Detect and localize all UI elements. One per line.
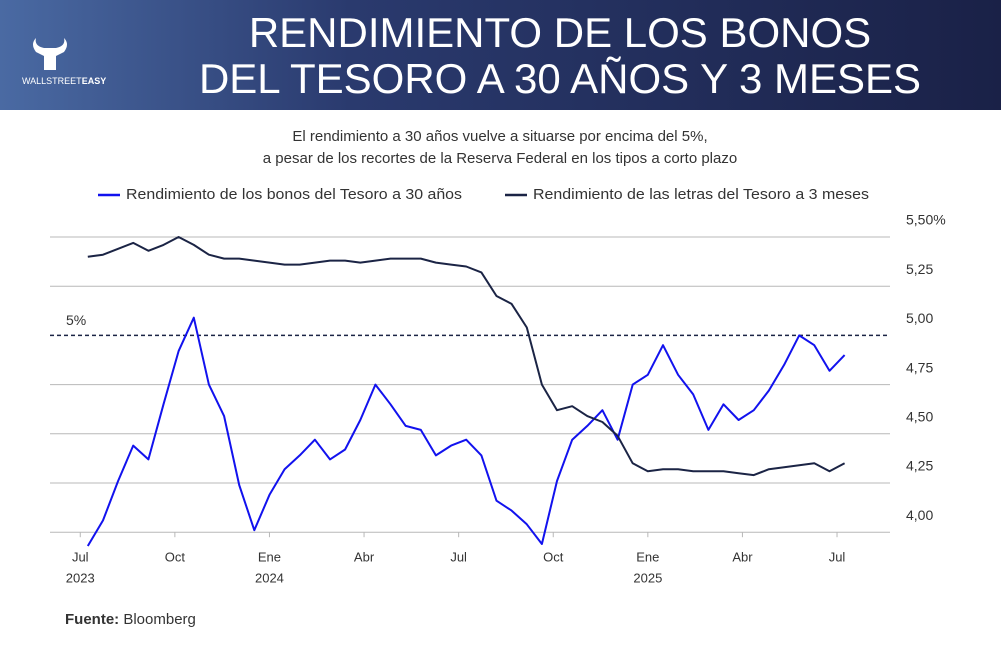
x-tick-label: Jul: [72, 549, 89, 564]
reference-label: 5%: [66, 312, 86, 328]
legend-label: Rendimiento de las letras del Tesoro a 3…: [533, 186, 869, 203]
x-tick-label: Oct: [165, 549, 186, 564]
y-tick-label: 5,25: [906, 261, 933, 277]
legend-label: Rendimiento de los bonos del Tesoro a 30…: [126, 186, 462, 203]
x-year-label: 2025: [633, 570, 662, 585]
y-tick-label: 4,25: [906, 458, 933, 474]
subtitle: a pesar de los recortes de la Reserva Fe…: [263, 150, 737, 167]
series-line: [87, 236, 846, 477]
source: Fuente: Bloomberg: [65, 611, 196, 628]
x-tick-label: Oct: [543, 549, 564, 564]
y-tick-label: 5,50%: [906, 212, 946, 228]
logo-text: WALLSTREETEASY: [22, 76, 106, 86]
y-tick-label: 4,00: [906, 507, 933, 523]
x-tick-label: Jul: [450, 549, 467, 564]
y-tick-label: 4,50: [906, 409, 933, 425]
x-tick-label: Abr: [732, 549, 753, 564]
subtitle: El rendimiento a 30 años vuelve a situar…: [292, 128, 707, 145]
x-year-label: 2024: [255, 570, 284, 585]
x-tick-label: Ene: [636, 549, 659, 564]
x-tick-label: Abr: [354, 549, 375, 564]
y-tick-label: 5,00: [906, 310, 933, 326]
series-line: [86, 316, 846, 547]
y-tick-label: 4,75: [906, 359, 933, 375]
x-year-label: 2023: [66, 570, 95, 585]
chart-title: DEL TESORO A 30 AÑOS Y 3 MESES: [199, 55, 921, 102]
chart-title: RENDIMIENTO DE LOS BONOS: [249, 9, 871, 56]
x-tick-label: Jul: [829, 549, 846, 564]
x-tick-label: Ene: [258, 549, 281, 564]
header-band: [0, 0, 1001, 110]
logo-icon: [33, 38, 67, 70]
